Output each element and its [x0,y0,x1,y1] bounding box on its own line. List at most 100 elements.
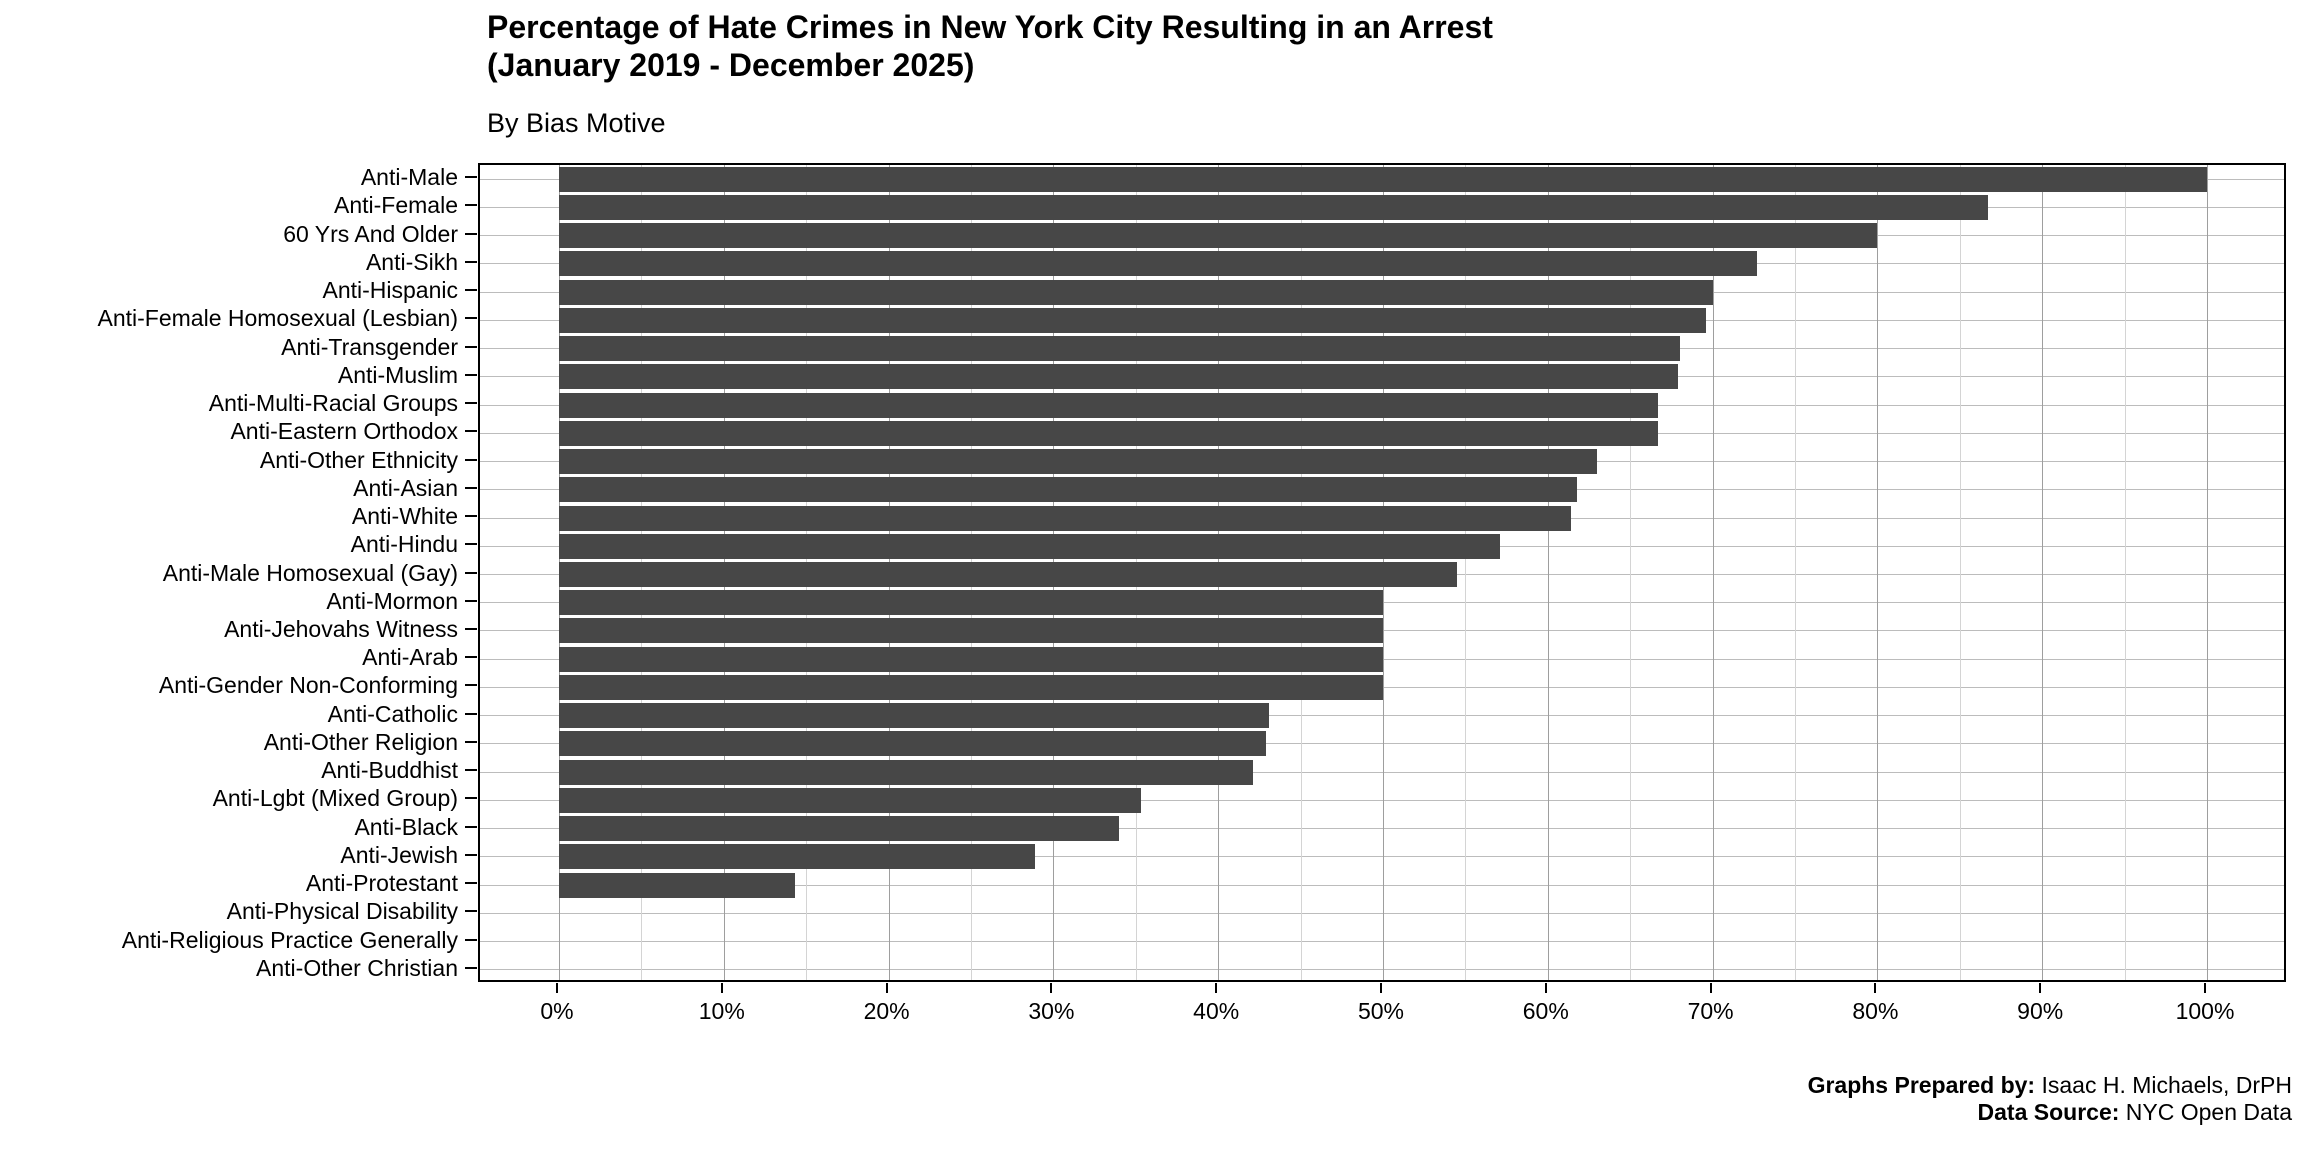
y-tick [465,684,477,687]
bar-anti-buddhist [559,759,1253,785]
x-tick-label: 60% [1522,998,1569,1024]
x-tick-label: 50% [1357,998,1405,1024]
gridline-major [1712,165,1714,980]
gridline-minor [1465,165,1467,980]
y-tick-label: Anti-Transgender [281,333,458,360]
x-tick-label: 90% [2017,998,2064,1024]
y-tick-label: Anti-Arab [362,644,458,671]
gridline-major [2207,165,2208,980]
y-tick [465,769,477,772]
y-tick-label: 60 Yrs And Older [283,220,458,247]
y-tick-label: Anti-Male [360,164,458,191]
y-tick [465,232,477,235]
y-tick-label: Anti-Jewish [340,841,458,868]
y-tick [465,910,477,913]
bar-anti-transgender [559,336,1680,362]
x-tick [1874,983,1877,993]
gridline-row [480,743,2284,745]
y-tick [465,373,477,376]
gridline-row [480,856,2284,858]
y-tick-label: Anti-White [351,503,458,530]
gridline-row [480,884,2284,886]
y-tick [465,882,477,885]
y-tick [465,571,477,574]
y-tick [465,402,477,405]
y-tick [465,486,477,489]
prepared-by-label: Graphs Prepared by: [1807,1072,2036,1098]
y-tick [465,740,477,743]
bar-anti-protestant [559,872,795,898]
y-tick-label: Anti-Physical Disability [226,898,458,925]
y-tick-label: Anti-Female [334,192,458,219]
y-tick [465,317,477,320]
bar-anti-white [559,505,1571,531]
y-tick [465,599,477,602]
y-tick [465,853,477,856]
bar-60-yrs-and-older [559,223,1878,249]
y-tick-label: Anti-Asian [353,474,458,501]
y-tick-label: Anti-Female Homosexual (Lesbian) [97,305,459,332]
x-tick-label: 100% [2175,998,2235,1024]
gridline-major [1547,165,1549,980]
bar-anti-gender-non-conforming [559,674,1383,700]
y-tick [465,176,477,179]
data-source-line: Data Source: NYC Open Data [1808,1099,2292,1126]
gridline-row [480,969,2284,971]
gridline-row [480,799,2284,801]
x-tick [556,983,558,993]
bar-anti-hindu [559,533,1500,559]
y-tick [465,656,477,659]
y-tick-label: Anti-Other Christian [256,954,458,981]
y-tick-label: Anti-Muslim [337,361,458,388]
x-tick [2039,983,2042,993]
x-tick [885,983,888,993]
chart-panel [478,163,2286,982]
gridline-major [2042,165,2044,980]
y-tick [465,543,477,546]
gridline-row [480,715,2284,717]
x-tick [1050,983,1053,993]
y-tick [465,289,477,292]
gridline-row [480,912,2284,914]
bar-anti-catholic [559,703,1270,729]
gridline-row [480,941,2284,943]
bar-anti-black [559,816,1120,842]
bar-anti-muslim [559,364,1678,390]
y-tick-label: Anti-Gender Non-Conforming [158,672,458,699]
chart-title-line2: (January 2019 - December 2025) [487,47,975,83]
x-tick-label: 0% [540,998,574,1024]
prepared-by-value: Isaac H. Michaels, DrPH [2041,1072,2292,1098]
x-tick-label: 20% [863,998,910,1024]
bar-anti-eastern-orthodox [559,420,1659,446]
x-tick [1380,983,1382,993]
y-tick [465,260,477,263]
y-tick-label: Anti-Black [354,813,458,840]
y-tick [465,515,477,518]
bar-anti-female-homosexual-lesbian [559,307,1706,333]
y-tick-label: Anti-Catholic [327,700,458,727]
x-tick-label: 30% [1028,998,1075,1024]
gridline-major [1877,165,1879,980]
y-tick-label: Anti-Multi-Racial Groups [208,390,458,417]
x-tick-label: 70% [1687,998,1734,1024]
y-tick-label: Anti-Lgbt (Mixed Group) [212,785,458,812]
bar-anti-lgbt-mixed-group [559,787,1141,813]
gridline-row [480,771,2284,773]
y-tick [465,627,477,630]
y-tick-label: Anti-Other Religion [263,728,458,755]
y-tick [465,938,477,941]
x-tick [720,983,723,993]
bar-anti-arab [559,646,1383,672]
bar-anti-multi-racial-groups [559,392,1659,418]
y-tick-label: Anti-Jehovahs Witness [224,615,458,642]
y-tick [465,797,477,800]
y-tick [465,458,477,461]
y-tick-label: Anti-Buddhist [321,757,458,784]
chart-title-line1: Percentage of Hate Crimes in New York Ci… [487,9,1493,45]
gridline-minor [1795,165,1796,980]
data-source-value: NYC Open Data [2125,1099,2292,1125]
y-tick [465,825,477,828]
y-tick-label: Anti-Hispanic [322,277,459,304]
y-tick-label: Anti-Sikh [365,248,458,275]
